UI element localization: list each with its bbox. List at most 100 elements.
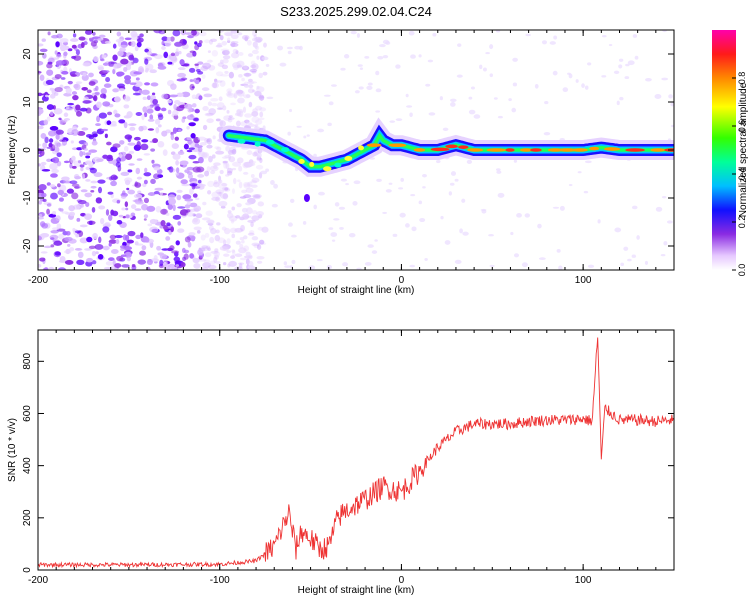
spectrogram-noise-speck: [206, 118, 214, 124]
spectrogram-faint-speck: [331, 239, 336, 242]
spectrogram-faint-speck: [254, 45, 258, 50]
spectrogram-noise-speck: [179, 160, 189, 166]
spectrogram-noise-speck: [116, 31, 122, 37]
ridge-hotspot: [430, 147, 450, 152]
spectrogram-noise-speck: [172, 214, 182, 220]
spectrogram-faint-speck: [627, 60, 635, 66]
spectrogram-noise-speck: [134, 208, 142, 211]
spectrogram-noise-speck: [42, 198, 47, 203]
spectrogram-noise-speck: [238, 74, 243, 78]
spectrogram-noise-speck: [49, 184, 56, 188]
spectrogram-noise-speck: [72, 94, 79, 101]
spectrogram-noise-speck: [141, 139, 149, 143]
spectrogram-noise-speck: [177, 129, 182, 132]
spectrogram-noise-speck: [86, 89, 92, 94]
spectrogram-noise-speck: [170, 36, 175, 42]
spectrogram-noise-speck: [69, 247, 75, 252]
spectrogram-noise-speck: [54, 251, 61, 256]
spectrogram-noise-speck: [247, 181, 253, 187]
spectrogram-noise-speck: [124, 134, 133, 140]
spectrogram-noise-speck: [61, 211, 69, 214]
spectrogram-faint-speck: [252, 38, 257, 42]
spectrogram-noise-speck: [74, 230, 82, 234]
spectrogram-noise-speck: [256, 260, 263, 264]
spectrogram-noise-speck: [226, 170, 233, 176]
spectrogram-noise-speck: [50, 237, 55, 240]
spectrogram-faint-speck: [480, 208, 487, 212]
spectrogram-noise-speck: [222, 160, 229, 164]
spectrogram-noise-speck: [175, 159, 179, 166]
spectrogram-noise-speck: [107, 191, 114, 195]
spectrogram-noise-speck: [257, 226, 264, 231]
spectrogram-noise-speck: [145, 63, 154, 71]
spectrogram-faint-speck: [382, 55, 389, 59]
spectrogram-noise-speck: [55, 60, 65, 66]
spectrogram-noise-speck: [189, 79, 194, 82]
spectrogram-noise-speck: [79, 237, 89, 244]
spectrogram-noise-speck: [47, 130, 57, 137]
spectrogram-noise-speck: [241, 189, 248, 194]
spectrogram-faint-speck: [616, 100, 620, 106]
spectrogram-noise-speck: [177, 150, 185, 156]
spectrogram-noise-speck: [239, 243, 244, 249]
spectrogram-noise-speck: [69, 211, 76, 217]
spectrogram-noise-speck: [230, 30, 239, 34]
spectrogram-noise-speck: [244, 113, 253, 118]
spectrogram-noise-speck: [211, 196, 220, 201]
spectrogram-faint-speck: [428, 112, 436, 116]
spectrogram-noise-speck: [243, 72, 252, 77]
spectrogram-noise-speck: [250, 174, 255, 179]
spectrogram-faint-speck: [537, 223, 542, 229]
spectrogram-noise-speck: [192, 50, 197, 57]
spectrogram-noise-speck: [213, 250, 220, 258]
spectrogram-noise-speck: [184, 198, 194, 202]
spectrogram-noise-speck: [38, 92, 43, 97]
spectrogram-noise-speck: [126, 111, 133, 118]
spectrogram-faint-speck: [350, 30, 357, 35]
spectrogram-noise-speck: [219, 120, 226, 128]
spectrogram-noise-speck: [232, 48, 238, 54]
spectrogram-noise-speck: [189, 188, 194, 195]
spectrogram-ytick-label: -20: [22, 238, 33, 253]
spectrogram-noise-speck: [242, 106, 247, 113]
snr-ylabel: SNR (10 * v/v): [7, 418, 18, 482]
snr-xtick-label: -100: [210, 575, 230, 586]
spectrogram-noise-speck: [91, 250, 97, 257]
spectrogram-noise-speck: [91, 131, 98, 138]
spectrogram-faint-speck: [424, 258, 428, 261]
colorbar-tick-label: 0.2: [737, 216, 747, 229]
spectrogram-noise-speck: [60, 77, 66, 80]
spectrogram-noise-speck: [154, 54, 163, 60]
spectrogram-noise-speck: [151, 92, 156, 96]
spectrogram-faint-speck: [422, 186, 426, 189]
spectrogram-noise-speck: [82, 72, 87, 77]
spectrogram-noise-speck: [52, 156, 60, 164]
spectrogram-faint-speck: [356, 32, 360, 38]
spectrogram-noise-speck: [38, 143, 42, 147]
spectrogram-faint-speck: [450, 102, 456, 107]
spectrogram-noise-speck: [120, 254, 127, 258]
snr-ytick-label: 800: [22, 353, 33, 370]
spectrogram-noise-speck: [100, 58, 105, 62]
spectrogram-noise-speck: [94, 243, 104, 250]
spectrogram-noise-speck: [197, 174, 205, 178]
spectrogram-ridge: [218, 117, 674, 202]
spectrogram-faint-speck: [328, 101, 334, 106]
spectrogram-noise-speck: [77, 130, 86, 136]
spectrogram-noise-speck: [139, 33, 144, 38]
spectrogram-noise-speck: [39, 48, 48, 53]
spectrogram-noise-speck: [90, 180, 98, 184]
spectrogram-noise-speck: [174, 41, 183, 47]
spectrogram-noise-speck: [248, 101, 253, 108]
spectrogram-noise-speck: [216, 107, 224, 111]
ridge-hotspot: [413, 148, 426, 152]
spectrogram-noise-speck: [95, 197, 103, 204]
spectrogram-faint-speck: [575, 79, 579, 83]
spectrogram-noise-speck: [231, 233, 236, 239]
spectrogram-noise-speck: [197, 136, 207, 141]
spectrogram-noise-speck: [71, 165, 77, 169]
spectrogram-noise-speck: [121, 207, 126, 211]
spectrogram-noise-speck: [181, 91, 191, 98]
spectrogram-noise-speck: [180, 179, 188, 185]
